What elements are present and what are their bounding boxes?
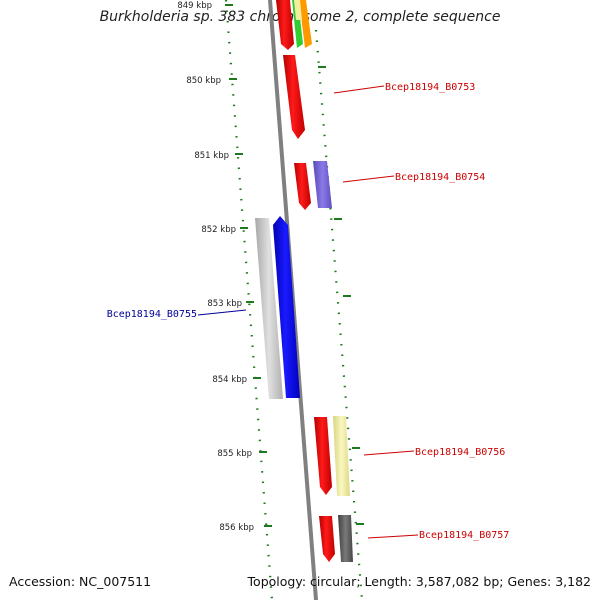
feature-partial-orange — [299, 0, 312, 48]
feature-block-gray — [255, 218, 283, 399]
gene-label: Bcep18194_B0755 — [107, 309, 197, 320]
feature-block-dark — [338, 515, 353, 562]
gene-label: Bcep18194_B0754 — [395, 172, 485, 183]
gene-arrow — [283, 55, 305, 139]
gene-label: Bcep18194_B0753 — [385, 82, 475, 93]
gene-label: Bcep18194_B0757 — [419, 530, 509, 541]
feature-partial-green — [292, 0, 303, 48]
tick-label: 852 kbp — [201, 225, 236, 235]
gene-arrow-reverse — [273, 216, 300, 398]
gene-arrow — [294, 163, 311, 210]
gene-arrow — [314, 417, 332, 495]
scale-ticks — [225, 4, 364, 527]
tick-label: 853 kbp — [207, 299, 242, 309]
gene-label: Bcep18194_B0756 — [415, 447, 505, 458]
accession-value: NC_007511 — [79, 574, 152, 589]
gene-arrow — [319, 516, 335, 562]
length-label: Length: — [364, 574, 412, 589]
feature-block-yellow — [333, 416, 350, 496]
topology-label: Topology: — [247, 574, 307, 589]
scale-labels: 849 kbp 850 kbp 851 kbp 852 kbp 853 kbp … — [177, 1, 254, 533]
feature-block-violet — [313, 161, 332, 208]
label-connectors — [197, 85, 419, 539]
scale-track-right — [314, 29, 364, 600]
genes-value: 3,182 — [555, 574, 591, 589]
length-value: 3,587,082 bp — [415, 574, 500, 589]
tick-label: 850 kbp — [186, 76, 221, 86]
tick-label: 856 kbp — [219, 523, 254, 533]
gene-features — [255, 55, 353, 562]
genes-label: Genes: — [507, 574, 552, 589]
gene-arrow-partial — [276, 0, 294, 50]
topology-value: circular — [310, 574, 357, 589]
accession-label: Accession: — [9, 574, 76, 589]
gene-labels: Bcep18194_B0753 Bcep18194_B0754 Bcep1819… — [107, 82, 510, 541]
accession-info: Accession: NC_007511 — [9, 574, 151, 589]
feature-partial-yellow — [294, 0, 302, 20]
tick-label: 854 kbp — [212, 375, 247, 385]
tick-label: 855 kbp — [217, 449, 252, 459]
sequence-summary: Topology: circular; Length: 3,587,082 bp… — [247, 574, 591, 589]
tick-label: 849 kbp — [177, 1, 212, 11]
tick-label: 851 kbp — [194, 151, 229, 161]
top-features — [276, 0, 312, 50]
